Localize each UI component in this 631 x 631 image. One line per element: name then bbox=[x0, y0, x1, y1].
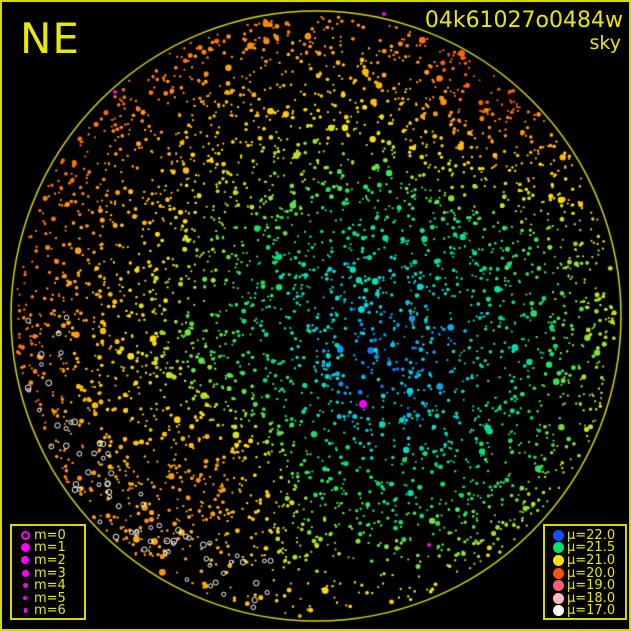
star-size-icon bbox=[16, 556, 34, 565]
brightness-legend-item: μ=19.0 bbox=[549, 578, 621, 594]
star-size-icon bbox=[16, 543, 34, 553]
brightness-label: μ=22.0 bbox=[567, 527, 616, 543]
magnitude-label: m=0 bbox=[34, 527, 66, 543]
magnitude-label: m=5 bbox=[34, 590, 66, 606]
magnitude-legend-item: m=4 bbox=[16, 578, 80, 594]
magnitude-legend-item: m=6 bbox=[16, 603, 80, 619]
star-size-icon bbox=[16, 569, 34, 577]
brightness-legend-item: μ=18.0 bbox=[549, 590, 621, 606]
brightness-label: μ=19.0 bbox=[567, 578, 616, 594]
frame-id: 04k61027o0484w bbox=[424, 8, 623, 33]
magnitude-legend-item: m=2 bbox=[16, 552, 80, 568]
color-swatch-icon bbox=[549, 567, 567, 579]
magnitude-legend-item: m=3 bbox=[16, 565, 80, 581]
color-swatch-icon bbox=[549, 592, 567, 604]
magnitude-legend-item: m=1 bbox=[16, 540, 80, 556]
magnitude-legend-item: m=5 bbox=[16, 590, 80, 606]
brightness-legend-item: μ=20.0 bbox=[549, 565, 621, 581]
brightness-legend-item: μ=22.0 bbox=[549, 527, 621, 543]
magnitude-label: m=6 bbox=[34, 603, 66, 619]
brightness-label: μ=20.0 bbox=[567, 565, 616, 581]
color-swatch-icon bbox=[549, 529, 567, 541]
magnitude-label: m=4 bbox=[34, 578, 66, 594]
brightness-legend: μ=22.0 μ=21.5 μ=21.0 μ=20.0 μ=19.0 μ=18.0 μ=17… bbox=[543, 524, 627, 620]
brightness-label: μ=18.0 bbox=[567, 590, 616, 606]
magnitude-label: m=3 bbox=[34, 565, 66, 581]
brightness-label: μ=21.5 bbox=[567, 540, 616, 556]
magnitude-label: m=2 bbox=[34, 552, 66, 568]
brightness-label: μ=17.0 bbox=[567, 603, 616, 619]
magnitude-label: m=1 bbox=[34, 540, 66, 556]
brightness-label: μ=21.0 bbox=[567, 552, 616, 568]
color-swatch-icon bbox=[549, 580, 567, 592]
magnitude-legend-item: m=0 bbox=[16, 527, 80, 543]
star-size-icon bbox=[16, 530, 34, 540]
direction-label: NE bbox=[20, 14, 80, 63]
color-swatch-icon bbox=[549, 554, 567, 566]
color-swatch-icon bbox=[549, 542, 567, 554]
star-size-icon bbox=[16, 608, 34, 614]
star-size-icon bbox=[16, 583, 34, 589]
magnitude-legend: m=0 m=1 m=2 m=3 m=4 m=5 m=6 bbox=[10, 524, 86, 620]
map-type-label: sky bbox=[589, 32, 621, 54]
brightness-legend-item: μ=21.5 bbox=[549, 540, 621, 556]
star-size-icon bbox=[16, 596, 34, 601]
brightness-legend-item: μ=21.0 bbox=[549, 552, 621, 568]
color-swatch-icon bbox=[549, 605, 567, 617]
brightness-legend-item: μ=17.0 bbox=[549, 603, 621, 619]
